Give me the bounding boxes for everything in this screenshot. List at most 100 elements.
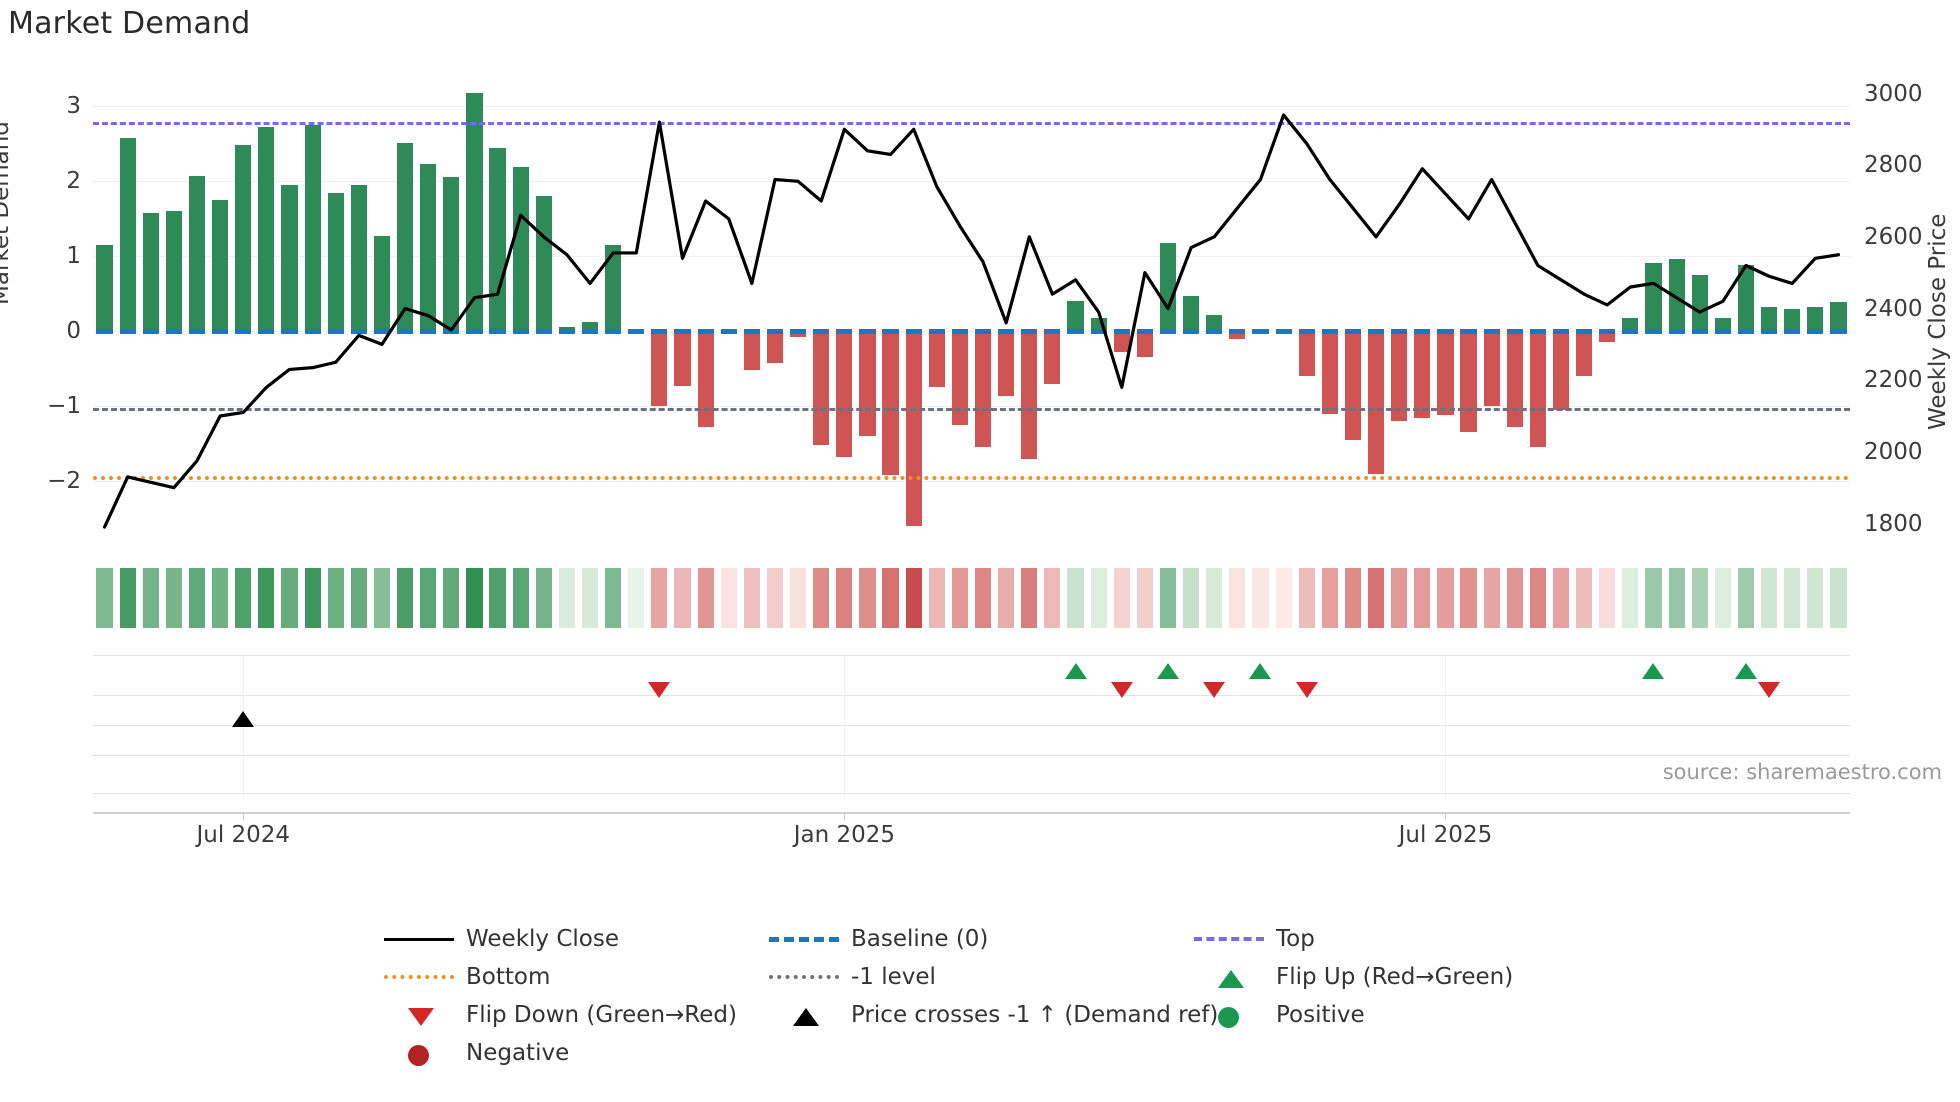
- baseline-segment: [1830, 329, 1847, 335]
- baseline-segment: [1183, 329, 1200, 335]
- legend-item[interactable]: Top: [1190, 925, 1315, 953]
- baseline-segment: [489, 329, 506, 335]
- heatmap-cell: [1691, 568, 1708, 628]
- demand-bar: [1460, 331, 1477, 433]
- flip-up-marker-icon: [1734, 663, 1757, 679]
- demand-bar: [813, 331, 830, 446]
- baseline-segment: [258, 329, 275, 335]
- demand-bar: [1113, 331, 1130, 353]
- legend-item[interactable]: Flip Down (Green→Red): [380, 1001, 737, 1029]
- heatmap-cell: [512, 568, 529, 628]
- solid-line-icon: [384, 938, 454, 941]
- heatmap-cell: [1113, 568, 1130, 628]
- baseline-segment: [142, 329, 159, 335]
- gridline: [93, 331, 1850, 333]
- demand-bar: [1067, 300, 1084, 332]
- baseline-segment: [1298, 329, 1315, 335]
- baseline-segment: [535, 329, 552, 335]
- baseline-segment: [512, 329, 529, 335]
- baseline-segment: [743, 329, 760, 335]
- left-axis-tick: 3: [66, 92, 81, 119]
- legend-item[interactable]: -1 level: [765, 963, 936, 991]
- legend-item[interactable]: Positive: [1190, 1001, 1365, 1029]
- heatmap-cell: [859, 568, 876, 628]
- heatmap-cell: [397, 568, 414, 628]
- baseline-segment: [1344, 329, 1362, 335]
- baseline-segment: [466, 329, 483, 335]
- baseline-segment: [96, 329, 113, 335]
- heatmap-cell: [1275, 568, 1292, 628]
- heatmap-cell: [1460, 568, 1477, 628]
- heatmap-cell: [420, 568, 437, 628]
- demand-bar: [766, 331, 784, 363]
- baseline-segment: [420, 329, 437, 335]
- demand-bar: [1229, 331, 1246, 339]
- baseline-segment: [327, 329, 344, 335]
- baseline-segment: [281, 329, 298, 335]
- heatmap-cell: [165, 568, 182, 628]
- baseline-segment: [1645, 329, 1662, 335]
- flip-down-marker-icon: [1203, 682, 1226, 698]
- marker-guide-line: [93, 655, 1850, 656]
- baseline-segment: [1437, 329, 1454, 335]
- right-axis-tick: 2200: [1864, 367, 1923, 394]
- main-plot-area: [93, 72, 1850, 545]
- heatmap-cell: [535, 568, 552, 628]
- legend-label: Baseline (0): [851, 926, 989, 952]
- baseline-segment: [905, 329, 922, 335]
- heatmap-cell: [743, 568, 760, 628]
- baseline-segment: [605, 329, 622, 335]
- legend-item[interactable]: Negative: [380, 1039, 569, 1067]
- baseline-segment: [1159, 329, 1177, 335]
- heatmap-cell: [1391, 568, 1408, 628]
- legend-item[interactable]: Weekly Close: [380, 925, 619, 953]
- heatmap-cell: [813, 568, 830, 628]
- circle-marker-icon: [408, 1045, 429, 1066]
- demand-bar: [1183, 296, 1200, 332]
- demand-bar: [212, 200, 229, 331]
- baseline-segment: [1090, 329, 1107, 335]
- baseline-segment: [373, 329, 391, 335]
- marker-guide-line: [93, 793, 1850, 794]
- legend-item[interactable]: Bottom: [380, 963, 550, 991]
- demand-bar: [1483, 331, 1500, 407]
- baseline-segment: [1807, 329, 1824, 335]
- triangle-up-icon: [1218, 970, 1244, 988]
- baseline-segment: [998, 329, 1015, 335]
- baseline-segment: [397, 329, 414, 335]
- baseline-segment: [1714, 329, 1731, 335]
- baseline-segment: [1414, 329, 1431, 335]
- flip-down-marker-icon: [648, 682, 671, 698]
- legend-item[interactable]: Baseline (0): [765, 925, 988, 953]
- baseline-segment: [951, 329, 969, 335]
- dashed-line-icon: [1194, 937, 1264, 941]
- heatmap-cell: [1252, 568, 1269, 628]
- demand-bar: [1714, 317, 1731, 331]
- baseline-segment: [1044, 329, 1061, 335]
- flip-down-marker-icon: [1110, 682, 1133, 698]
- left-axis-tick: −2: [47, 468, 81, 495]
- heatmap-cell: [605, 568, 622, 628]
- baseline-segment: [581, 329, 599, 335]
- legend-item[interactable]: Flip Up (Red→Green): [1190, 963, 1513, 991]
- demand-bar: [1437, 331, 1454, 416]
- legend-item[interactable]: Price crosses -1 ↑ (Demand ref): [765, 1001, 1218, 1029]
- heatmap-cell: [373, 568, 391, 628]
- legend-label: Flip Down (Green→Red): [466, 1002, 737, 1028]
- marker-vertical-tick: [243, 655, 245, 800]
- legend-label: Top: [1276, 926, 1315, 952]
- heatmap-cell: [1067, 568, 1084, 628]
- baseline-segment: [1784, 329, 1801, 335]
- heatmap-cell: [281, 568, 298, 628]
- demand-intensity-heatstrip: [93, 568, 1850, 628]
- right-axis-tick: 2000: [1864, 438, 1923, 465]
- demand-bar: [836, 331, 853, 458]
- left-axis-tick: 1: [66, 242, 81, 269]
- legend-label: Bottom: [466, 964, 551, 990]
- demand-bar: [1691, 275, 1708, 331]
- baseline-segment: [1599, 329, 1616, 335]
- demand-bar: [1737, 264, 1755, 332]
- demand-bar: [1044, 331, 1061, 384]
- demand-bar: [373, 235, 391, 332]
- heatmap-cell: [1830, 568, 1847, 628]
